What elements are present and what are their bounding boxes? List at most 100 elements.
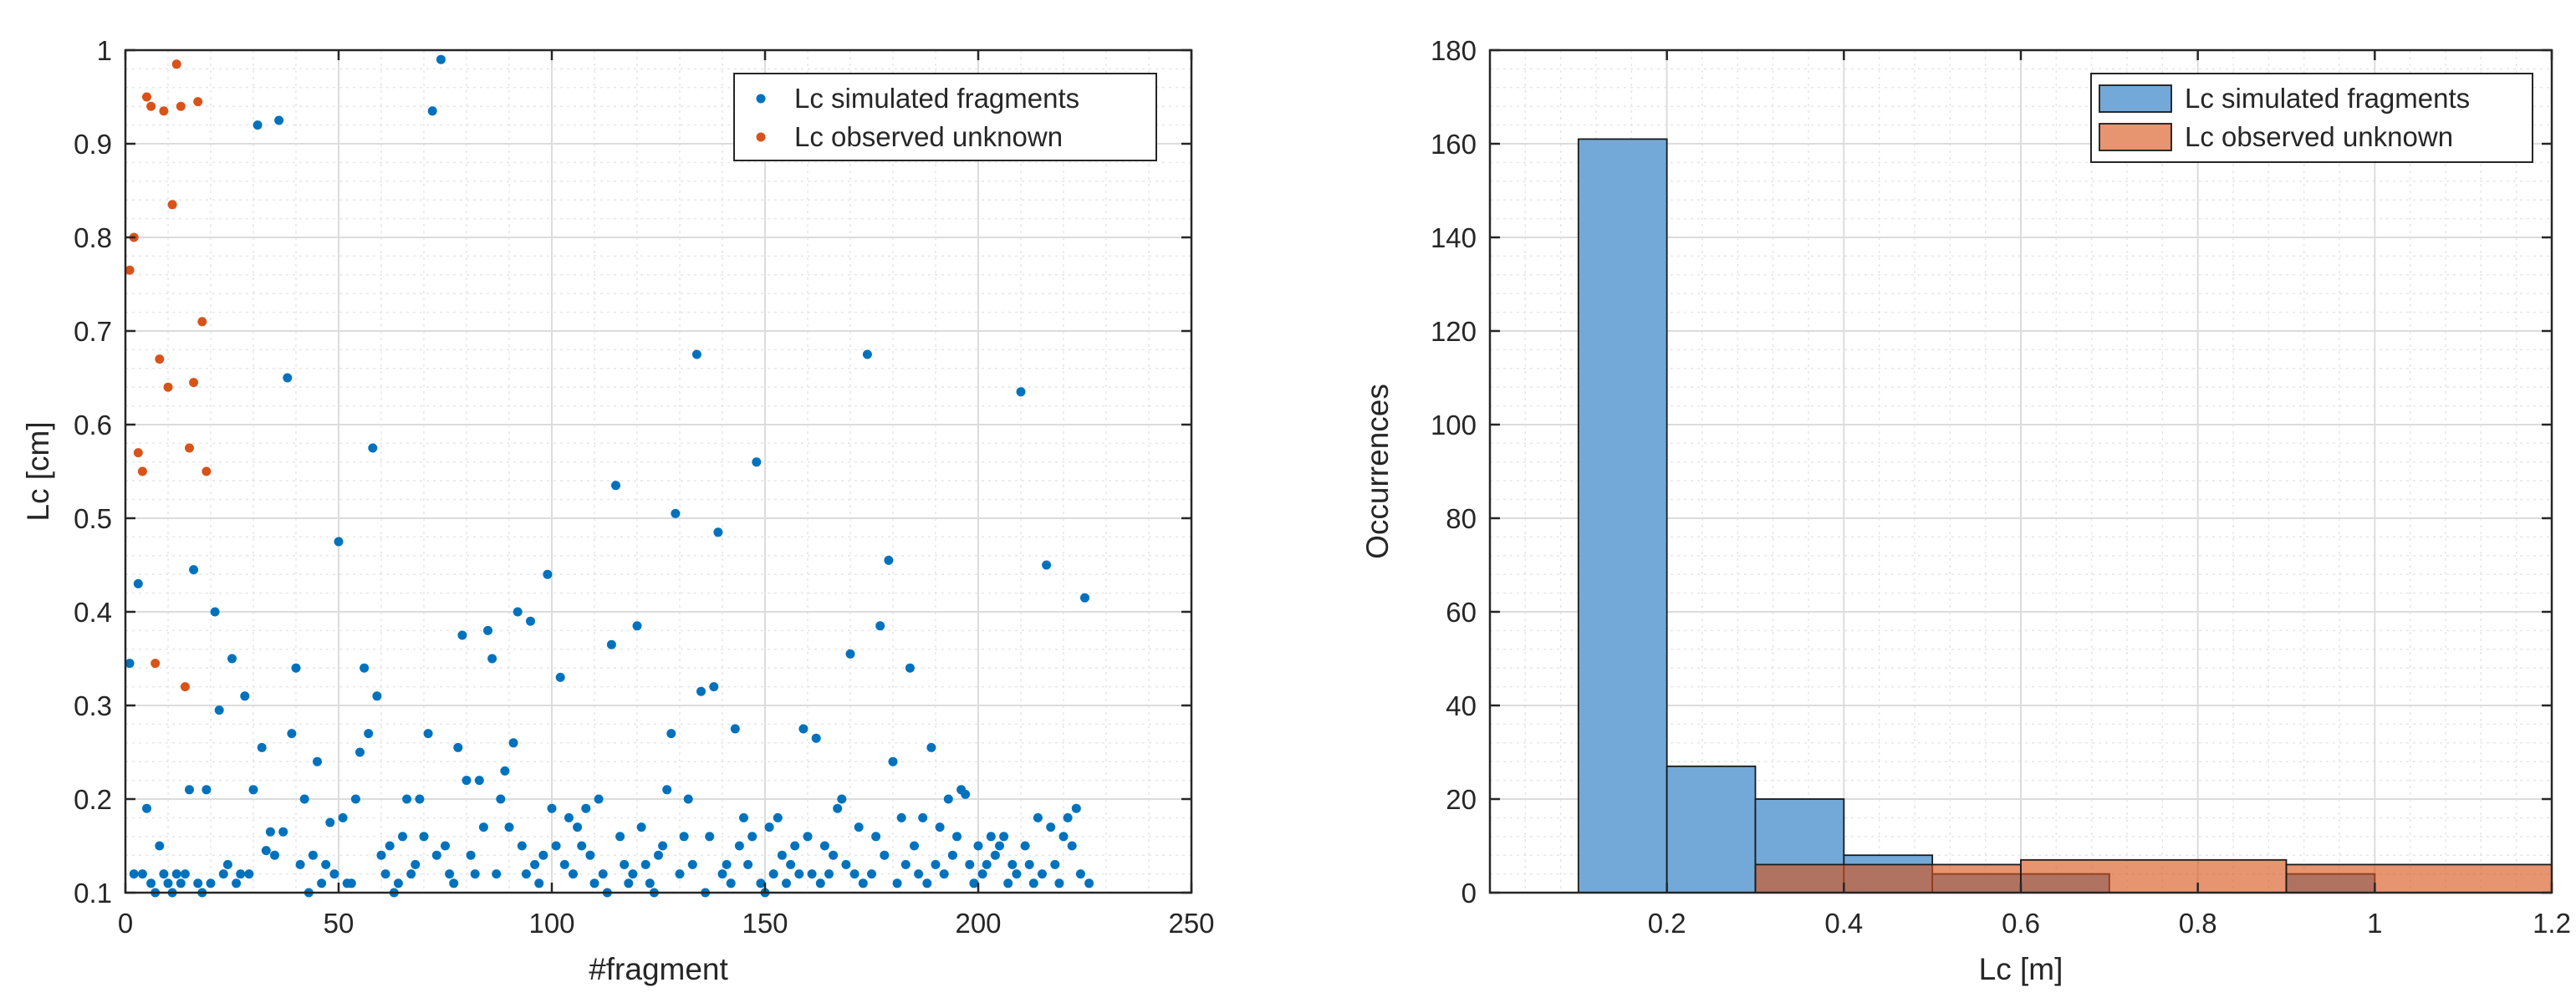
data-point bbox=[569, 869, 578, 879]
data-point bbox=[227, 654, 237, 664]
data-point bbox=[133, 448, 143, 458]
data-point bbox=[1046, 822, 1056, 832]
data-point bbox=[453, 742, 463, 752]
data-point bbox=[559, 859, 569, 869]
data-point bbox=[274, 115, 284, 125]
data-point bbox=[534, 878, 544, 888]
data-point bbox=[867, 869, 876, 879]
x-tick-label: 0.8 bbox=[2179, 908, 2217, 939]
y-tick-label: 60 bbox=[1446, 597, 1477, 628]
data-point bbox=[918, 812, 928, 822]
data-point bbox=[171, 869, 181, 879]
data-point bbox=[189, 378, 199, 388]
data-point bbox=[415, 794, 425, 804]
data-point bbox=[1007, 859, 1018, 869]
y-tick-label: 20 bbox=[1446, 784, 1477, 815]
data-point bbox=[773, 812, 783, 822]
data-point bbox=[180, 682, 190, 692]
data-point bbox=[180, 869, 190, 879]
data-point bbox=[355, 747, 365, 757]
data-point bbox=[167, 200, 177, 210]
data-point bbox=[466, 850, 476, 860]
data-point bbox=[163, 382, 173, 392]
y-tick-label: 0.9 bbox=[74, 129, 112, 160]
data-point bbox=[914, 869, 924, 879]
data-point bbox=[666, 729, 676, 739]
data-point bbox=[829, 850, 839, 860]
data-point bbox=[543, 569, 553, 579]
data-point bbox=[402, 794, 412, 804]
data-point bbox=[155, 841, 165, 851]
data-point bbox=[995, 841, 1004, 851]
data-point bbox=[364, 729, 374, 739]
data-point bbox=[790, 841, 800, 851]
data-point bbox=[999, 832, 1009, 842]
y-tick-label: 80 bbox=[1446, 503, 1477, 534]
data-point bbox=[492, 869, 502, 879]
data-point bbox=[896, 812, 906, 822]
data-point bbox=[427, 106, 437, 116]
data-point bbox=[346, 878, 356, 888]
data-point bbox=[257, 742, 267, 752]
x-tick-label: 50 bbox=[324, 908, 355, 939]
data-point bbox=[193, 97, 203, 107]
data-point bbox=[299, 794, 309, 804]
data-point bbox=[819, 841, 829, 851]
data-point bbox=[321, 859, 331, 869]
data-point bbox=[334, 537, 344, 547]
data-point bbox=[436, 54, 446, 64]
legend-swatch bbox=[2099, 84, 2172, 113]
data-point bbox=[875, 621, 885, 631]
data-point bbox=[717, 869, 727, 879]
data-point bbox=[589, 878, 599, 888]
data-point bbox=[155, 354, 165, 364]
data-point bbox=[470, 869, 480, 879]
data-point bbox=[573, 822, 583, 832]
data-point bbox=[888, 756, 898, 766]
data-point bbox=[555, 672, 565, 682]
data-point bbox=[722, 859, 732, 869]
legend-box bbox=[733, 73, 1157, 161]
x-tick-label: 0 bbox=[118, 908, 133, 939]
data-point bbox=[730, 724, 740, 734]
data-point bbox=[926, 742, 936, 752]
x-tick-label: 100 bbox=[528, 908, 574, 939]
data-point bbox=[615, 832, 625, 842]
data-point bbox=[1012, 869, 1022, 879]
data-point bbox=[240, 691, 250, 701]
data-point bbox=[270, 850, 279, 860]
data-point bbox=[1063, 812, 1073, 822]
data-point bbox=[1075, 869, 1085, 879]
data-point bbox=[1054, 878, 1064, 888]
data-point bbox=[764, 822, 774, 832]
data-point bbox=[521, 869, 531, 879]
legend-label: Lc simulated fragments bbox=[2185, 83, 2470, 114]
data-point bbox=[892, 878, 902, 888]
y-tick-label: 0.2 bbox=[74, 784, 112, 815]
y-tick-label: 120 bbox=[1431, 316, 1477, 347]
data-point bbox=[747, 832, 757, 842]
data-point bbox=[478, 822, 488, 832]
data-point bbox=[295, 859, 305, 869]
data-point bbox=[973, 841, 983, 851]
data-point bbox=[185, 785, 194, 795]
data-point bbox=[411, 859, 421, 869]
data-point bbox=[849, 869, 860, 879]
data-point bbox=[990, 850, 1000, 860]
data-point bbox=[880, 850, 890, 860]
y-tick-label: 0.6 bbox=[74, 410, 112, 440]
x-tick-label: 150 bbox=[742, 908, 788, 939]
data-point bbox=[248, 785, 258, 795]
data-point bbox=[982, 859, 992, 869]
data-point bbox=[624, 878, 634, 888]
grid bbox=[1489, 49, 2553, 894]
data-point bbox=[1067, 841, 1077, 851]
series-observed bbox=[125, 59, 212, 692]
data-point bbox=[360, 663, 370, 673]
data-point bbox=[150, 659, 161, 669]
data-point bbox=[833, 803, 843, 813]
data-point bbox=[794, 869, 804, 879]
data-point bbox=[910, 841, 919, 851]
data-point bbox=[308, 850, 318, 860]
data-point bbox=[431, 850, 441, 860]
